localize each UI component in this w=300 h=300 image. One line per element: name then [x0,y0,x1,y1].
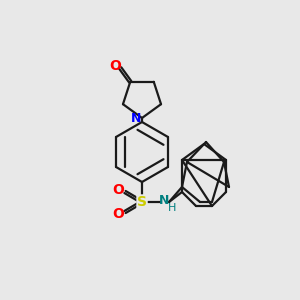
Text: H: H [168,203,176,213]
Text: O: O [112,183,124,197]
Text: S: S [137,195,147,209]
Text: O: O [112,207,124,221]
Text: O: O [109,59,121,73]
Text: N: N [159,194,169,208]
Text: N: N [131,112,141,124]
